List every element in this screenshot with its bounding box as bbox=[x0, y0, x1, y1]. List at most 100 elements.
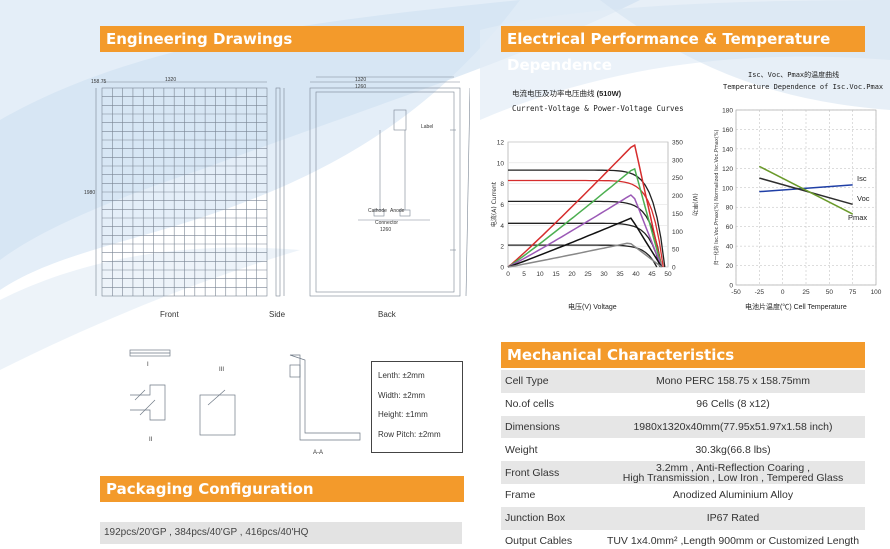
iv-curve bbox=[508, 200, 663, 268]
mechanical-value: 3.2mm , Anti-Reflection Coaring , High Tr… bbox=[601, 461, 865, 484]
mechanical-table: Cell Type Mono PERC 158.75 x 158.75mm No.o… bbox=[501, 370, 865, 549]
iv-xtick: 10 bbox=[536, 271, 544, 278]
iv-ytick-right: 350 bbox=[672, 140, 683, 147]
mechanical-value: 30.3kg(66.8 lbs) bbox=[601, 438, 865, 462]
temp-ytick: 120 bbox=[722, 166, 733, 173]
tolerance-width: Width: ±2mm bbox=[378, 390, 426, 400]
temp-ytick: 80 bbox=[726, 205, 734, 212]
iv-xtick: 45 bbox=[648, 271, 656, 278]
tolerance-height: Height: ±1mm bbox=[378, 410, 428, 419]
iv-xtick: 20 bbox=[568, 271, 576, 278]
mechanical-value: Mono PERC 158.75 x 158.75mm bbox=[601, 370, 865, 393]
temp-series-label: Pmax bbox=[848, 213, 867, 222]
iv-ytick-right: 150 bbox=[672, 211, 683, 218]
front-height-label: 1980 bbox=[84, 190, 96, 196]
iv-xtick: 50 bbox=[664, 271, 672, 278]
iv-ylabel-left: 电流(A) Current bbox=[490, 181, 498, 227]
front-width-label: 1320 bbox=[165, 77, 177, 83]
iv-xtick: 25 bbox=[584, 271, 592, 278]
temp-series-line bbox=[759, 177, 853, 206]
iv-chart-xlabel: 电压(V) Voltage bbox=[568, 304, 617, 311]
temp-series-label: Isc bbox=[857, 174, 867, 183]
iv-ytick-left: 10 bbox=[497, 160, 505, 167]
temp-ytick: 40 bbox=[726, 244, 734, 251]
mechanical-key: Weight bbox=[501, 438, 601, 462]
mechanical-value: IP67 Rated bbox=[601, 506, 865, 530]
temp-xtick: 75 bbox=[849, 289, 857, 296]
connector-length-label: 1260 bbox=[380, 227, 392, 233]
mechanical-value: 96 Cells (8 x12) bbox=[601, 392, 865, 416]
mechanical-value-line2: High Transmission , Low Iron , Tempered … bbox=[622, 471, 844, 484]
temp-ytick: 160 bbox=[722, 127, 733, 134]
mechanical-row: Output Cables TUV 1x4.0mm² ,Length 900mm … bbox=[501, 529, 865, 549]
temperature-chart: 0 20 40 60 80 100 120 140 160 180 -50 -25 0 25 50 75 100… bbox=[713, 108, 882, 297]
pv-curve bbox=[507, 167, 663, 268]
anode-label: Anode bbox=[390, 208, 405, 214]
front-panel-drawing bbox=[95, 81, 268, 297]
iv-xtick: 30 bbox=[600, 271, 608, 278]
section-label-1: I bbox=[147, 362, 149, 368]
mechanical-key: Junction Box bbox=[501, 506, 601, 530]
temp-ytick: 0 bbox=[729, 283, 733, 290]
iv-xtick: 0 bbox=[506, 271, 510, 278]
temp-ytick: 100 bbox=[722, 185, 733, 192]
temp-chart-title-cn: Isc、Voc、Pmax的温度曲线 bbox=[748, 71, 840, 79]
back-width-label: 1320 bbox=[355, 77, 367, 83]
iv-curve bbox=[508, 169, 666, 268]
iv-curve bbox=[508, 179, 664, 268]
mechanical-row: Front Glass 3.2mm , Anti-Reflection Coari… bbox=[501, 461, 865, 484]
mechanical-row: Weight 30.3kg(66.8 lbs) bbox=[501, 438, 865, 462]
cathode-label: Cathode bbox=[368, 208, 387, 214]
iv-ytick-left: 8 bbox=[500, 181, 504, 188]
mechanical-value: Anodized Aluminium Alloy bbox=[601, 483, 865, 507]
mechanical-row: Junction Box IP67 Rated bbox=[501, 506, 865, 530]
engineering-drawings-header: Engineering Drawings bbox=[100, 26, 464, 52]
temp-xtick: 0 bbox=[781, 289, 785, 296]
iv-xtick: 35 bbox=[616, 271, 624, 278]
section-label-2: II bbox=[149, 437, 153, 443]
tolerance-row-pitch: Row Pitch: ±2mm bbox=[378, 429, 441, 439]
side-caption: Side bbox=[269, 310, 286, 319]
temp-xtick: 50 bbox=[826, 289, 834, 296]
mechanical-value: 1980x1320x40mm(77.95x51.97x1.58 inch) bbox=[601, 415, 865, 439]
side-panel-drawing bbox=[275, 87, 285, 297]
iv-chart-title-en: Current-Voltage & Power-Voltage Curves bbox=[512, 104, 684, 113]
temp-ylabel: 归一化的 Isc.Voc.Pmax(%) Normalized Isc.Voc.… bbox=[713, 129, 720, 265]
mechanical-key: No.of cells bbox=[501, 392, 601, 416]
mechanical-key: Front Glass bbox=[501, 461, 601, 484]
mechanical-key: Cell Type bbox=[501, 370, 601, 393]
mechanical-row: No.of cells 96 Cells (8 x12) bbox=[501, 392, 865, 416]
iv-ytick-right: 200 bbox=[672, 193, 683, 200]
temp-ytick: 140 bbox=[722, 146, 733, 153]
tolerance-box: Lenth: ±2mm Width: ±2mm Height: ±1mm Row… bbox=[371, 361, 463, 453]
mechanical-row: Frame Anodized Aluminium Alloy bbox=[501, 483, 865, 507]
section-label-aa: A-A bbox=[313, 450, 324, 456]
iv-ytick-left: 4 bbox=[500, 223, 504, 230]
pv-curve bbox=[507, 194, 663, 268]
iv-xtick: 15 bbox=[552, 271, 560, 278]
temp-ytick: 180 bbox=[722, 108, 733, 115]
temp-series-label: Voc bbox=[857, 194, 870, 203]
label-tag: Label bbox=[421, 124, 434, 130]
iv-ytick-right: 250 bbox=[672, 175, 683, 182]
front-dim-label: 158.75 bbox=[91, 79, 107, 85]
iv-ytick-right: 50 bbox=[672, 247, 680, 254]
iv-ylabel-right: (W)率功 bbox=[691, 193, 698, 216]
pv-curve bbox=[507, 144, 663, 268]
packaging-configuration-header: Packaging Configuration bbox=[100, 476, 464, 502]
iv-ytick-left: 12 bbox=[497, 140, 505, 147]
back-panel-drawing bbox=[309, 76, 470, 297]
iv-ytick-right: 0 bbox=[672, 265, 676, 272]
iv-chart-title-cn: 电流电压及功率电压曲线 (510W) bbox=[512, 89, 622, 98]
back-caption: Back bbox=[378, 310, 396, 319]
temp-xtick: 100 bbox=[871, 289, 882, 296]
tolerance-length: Lenth: ±2mm bbox=[378, 371, 425, 380]
frame-section-details bbox=[129, 349, 361, 441]
temp-chart-xlabel: 电池片温度(℃) Cell Temperature bbox=[745, 304, 847, 311]
mechanical-key: Dimensions bbox=[501, 415, 601, 439]
section-label-3: III bbox=[219, 367, 225, 373]
packaging-text: 192pcs/20'GP , 384pcs/40'GP , 416pcs/40'… bbox=[100, 522, 462, 544]
iv-ytick-left: 0 bbox=[500, 265, 504, 272]
iv-ytick-right: 100 bbox=[672, 229, 683, 236]
